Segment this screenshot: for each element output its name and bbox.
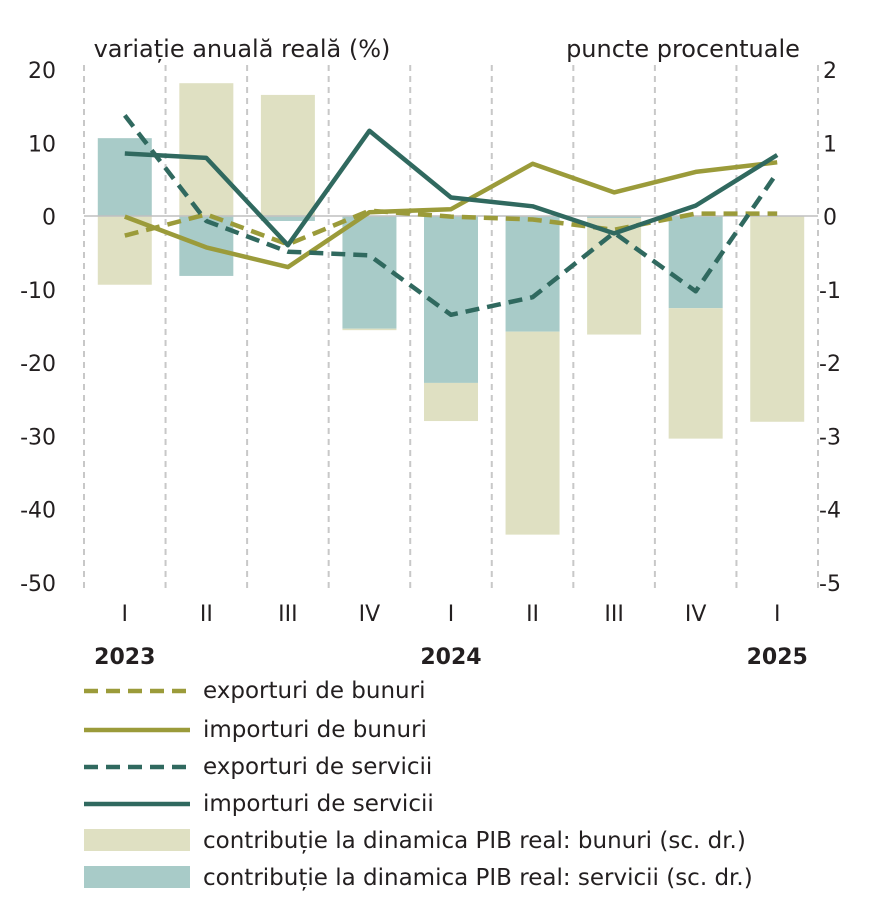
legend-swatch-bar	[84, 829, 190, 851]
bar-bunuri	[587, 218, 642, 335]
year-label: 2025	[747, 645, 808, 670]
lines-group	[123, 114, 780, 318]
legend-label: exporturi de bunuri	[203, 678, 425, 704]
series-line-1	[124, 160, 778, 270]
year-label: 2023	[94, 645, 155, 670]
category-label: III	[278, 602, 297, 627]
right-tick-label: -5	[819, 572, 841, 597]
legend-label: importuri de servicii	[203, 791, 434, 817]
legend-label: exporturi de servicii	[203, 754, 432, 780]
right-axis-ticks: 2 1 0 -1 -2 -3 -4 -5	[819, 59, 841, 597]
series-line-3	[124, 128, 779, 248]
left-tick-label: -40	[20, 499, 56, 524]
series-line-0	[124, 208, 778, 247]
legend-label: contribuție la dinamica PIB real: bunuri…	[203, 828, 746, 854]
category-label: II	[526, 602, 539, 627]
bar-bunuri	[97, 216, 152, 285]
left-tick-label: 10	[28, 132, 56, 157]
bar-bunuri	[750, 216, 805, 422]
right-axis-label: puncte procentuale	[566, 35, 800, 63]
category-label: I	[774, 602, 781, 627]
bar-servicii	[668, 216, 723, 309]
bar-bunuri	[342, 328, 397, 331]
left-tick-label: 20	[28, 59, 56, 84]
legend-label: importuri de bunuri	[203, 717, 427, 743]
bar-bunuri	[424, 382, 478, 422]
year-label: 2024	[420, 645, 481, 670]
right-tick-label: -2	[819, 352, 841, 377]
left-tick-label: -10	[20, 279, 56, 304]
left-tick-label: -50	[20, 572, 56, 597]
category-label: IV	[359, 602, 381, 627]
legend-label: contribuție la dinamica PIB real: servic…	[203, 865, 753, 891]
year-labels: 2023 2024 2025	[94, 645, 808, 670]
category-labels: I II III IV I II III IV I	[122, 602, 781, 627]
left-axis-ticks: 20 10 0 -10 -20 -30 -40 -50	[20, 59, 56, 597]
bar-servicii	[342, 216, 397, 329]
category-label: III	[604, 602, 623, 627]
left-tick-label: 0	[42, 206, 56, 231]
category-label: I	[122, 602, 129, 627]
right-tick-label: -4	[819, 499, 841, 524]
left-tick-label: -20	[20, 352, 56, 377]
right-tick-label: -1	[819, 279, 841, 304]
category-label: IV	[685, 602, 707, 627]
bar-servicii	[97, 138, 152, 217]
bars-group	[97, 83, 805, 535]
category-label: I	[448, 602, 455, 627]
bar-servicii	[587, 216, 642, 219]
bar-bunuri	[505, 331, 560, 535]
bar-bunuri	[668, 308, 723, 439]
right-tick-label: 0	[823, 206, 837, 231]
series-line-2	[123, 114, 780, 318]
left-axis-label: variație anuală reală (%)	[94, 35, 391, 63]
legend-swatch-bar	[84, 866, 190, 888]
right-tick-label: 2	[823, 59, 837, 84]
bar-servicii	[505, 216, 560, 332]
legend: exporturi de bunuri importuri de bunuri ex…	[84, 678, 753, 891]
right-tick-label: -3	[819, 425, 841, 450]
right-tick-label: 1	[823, 132, 837, 157]
left-tick-label: -30	[20, 425, 56, 450]
category-label: II	[200, 602, 213, 627]
bar-bunuri	[179, 83, 234, 217]
bar-servicii	[260, 216, 315, 221]
bar-bunuri	[260, 94, 315, 217]
